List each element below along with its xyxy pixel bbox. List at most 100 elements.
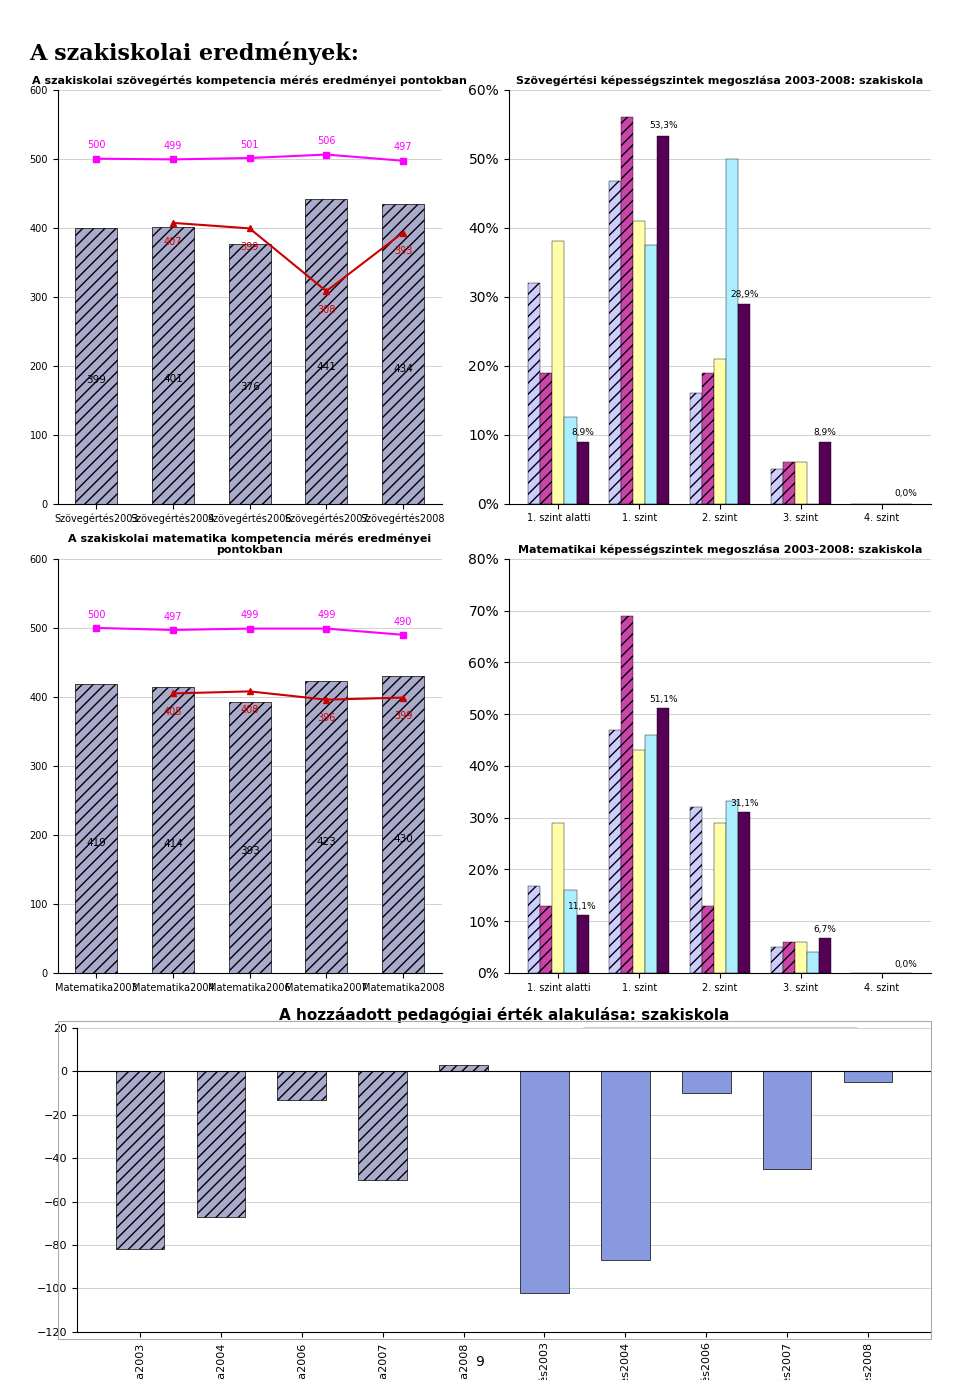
Text: 51,1%: 51,1% [649, 696, 678, 704]
Bar [763, 1071, 811, 1169]
Text: 506: 506 [317, 137, 336, 146]
Text: 399: 399 [86, 375, 107, 385]
Bar [564, 417, 577, 504]
Bar [75, 228, 117, 504]
Text: 414: 414 [163, 839, 182, 849]
Title: Matematikai képességszintek megoszlása 2003-2008: szakiskola: Matematikai képességszintek megoszlása 2… [517, 545, 923, 555]
Bar [358, 1071, 407, 1180]
Text: 407: 407 [163, 236, 182, 247]
Bar [771, 947, 782, 973]
Bar [528, 283, 540, 504]
Text: 6,7%: 6,7% [814, 925, 836, 934]
Legend: Iskolában elért pontszám, Orsz. átlag, Országos szakisk. átlag: Iskolában elért pontszám, Orsz. átlag, O… [94, 1052, 405, 1068]
Bar [682, 1071, 731, 1093]
Bar [771, 469, 782, 504]
Bar [564, 890, 577, 973]
Bar [382, 204, 424, 504]
Text: 501: 501 [240, 139, 259, 149]
Bar [645, 244, 658, 504]
Text: 405: 405 [163, 707, 182, 718]
Text: 28,9%: 28,9% [730, 290, 758, 299]
Legend: Iskolában elért pontszám, Orsz. átlag, Országos szakisk. átlag: Iskolában elért pontszám, Orsz. átlag, O… [94, 582, 405, 599]
Text: 393: 393 [394, 246, 412, 257]
Bar [844, 1071, 893, 1082]
Text: 11,1%: 11,1% [568, 903, 597, 911]
Bar [577, 442, 588, 504]
Text: 423: 423 [317, 836, 336, 846]
Legend: Szövegértés2003, Szövegértés2004, Szövegértés2006, Szövegértés2007, Szövegértés2: Szövegértés2003, Szövegértés2004, Szöveg… [580, 558, 860, 588]
Bar [228, 244, 271, 504]
Bar [152, 687, 194, 973]
Text: 499: 499 [164, 141, 182, 150]
Bar [738, 811, 751, 973]
Bar [440, 1065, 488, 1071]
Text: 399: 399 [394, 712, 412, 722]
Bar [689, 393, 702, 504]
Bar [305, 199, 348, 504]
Text: 499: 499 [240, 610, 259, 621]
Bar [714, 822, 726, 973]
Bar [228, 701, 271, 973]
Text: 441: 441 [317, 362, 336, 371]
Bar [714, 359, 726, 504]
Legend: Matematika2003, Matematika2004, Matematika2006, Matematika2007, Matematika2008: Matematika2003, Matematika2004, Matemati… [583, 1027, 857, 1056]
Bar [645, 736, 658, 973]
Text: 497: 497 [163, 611, 182, 621]
Text: 430: 430 [394, 835, 413, 845]
Bar [795, 462, 807, 504]
Text: 499: 499 [317, 610, 335, 621]
Text: 399: 399 [240, 241, 259, 253]
Bar [540, 373, 552, 504]
Bar [609, 181, 621, 504]
Bar [609, 730, 621, 973]
Bar [552, 822, 564, 973]
Text: 31,1%: 31,1% [730, 799, 758, 807]
Bar [782, 462, 795, 504]
Bar [621, 615, 633, 973]
Bar [601, 1071, 650, 1260]
Bar [115, 1071, 164, 1249]
Text: 434: 434 [393, 364, 413, 374]
Title: A szakiskolai szövegértés kompetencia mérés eredményei pontokban: A szakiskolai szövegértés kompetencia mé… [33, 76, 467, 86]
Bar [75, 684, 117, 973]
Bar [819, 442, 831, 504]
Text: 500: 500 [87, 141, 106, 150]
Bar [621, 117, 633, 504]
Text: 8,9%: 8,9% [571, 428, 594, 436]
Bar [658, 135, 669, 504]
Text: 396: 396 [317, 713, 335, 723]
Title: A szakiskolai matematika kompetencia mérés eredményei
pontokban: A szakiskolai matematika kompetencia mér… [68, 533, 431, 555]
Bar [152, 226, 194, 504]
Bar [726, 159, 738, 504]
Text: 376: 376 [240, 382, 259, 392]
Text: 8,9%: 8,9% [814, 428, 836, 436]
Bar [540, 905, 552, 973]
Text: 308: 308 [317, 305, 335, 315]
Bar [819, 938, 831, 973]
Bar [738, 304, 751, 504]
Bar [702, 905, 714, 973]
Text: 393: 393 [240, 846, 259, 856]
Text: A szakiskolai eredmények:: A szakiskolai eredmények: [29, 41, 359, 65]
Text: 9: 9 [475, 1355, 485, 1369]
Bar [520, 1071, 568, 1293]
Text: 500: 500 [87, 610, 106, 620]
Bar [382, 676, 424, 973]
Bar [702, 373, 714, 504]
Bar [689, 807, 702, 973]
Bar [726, 800, 738, 973]
Bar [305, 680, 348, 973]
Text: 497: 497 [394, 142, 412, 152]
Text: 408: 408 [240, 705, 259, 715]
Bar [807, 952, 819, 973]
Text: 0,0%: 0,0% [895, 959, 918, 969]
Text: 53,3%: 53,3% [649, 121, 678, 130]
Bar [577, 915, 588, 973]
Bar [782, 941, 795, 973]
Bar [552, 241, 564, 504]
Bar [633, 221, 645, 504]
Title: Szövegértési képességszintek megoszlása 2003-2008: szakiskola: Szövegértési képességszintek megoszlása … [516, 76, 924, 86]
Bar [658, 708, 669, 973]
Text: 401: 401 [163, 374, 182, 384]
Title: A hozzáadott pedagógiai érték alakulása: szakiskola: A hozzáadott pedagógiai érték alakulása:… [278, 1007, 730, 1023]
